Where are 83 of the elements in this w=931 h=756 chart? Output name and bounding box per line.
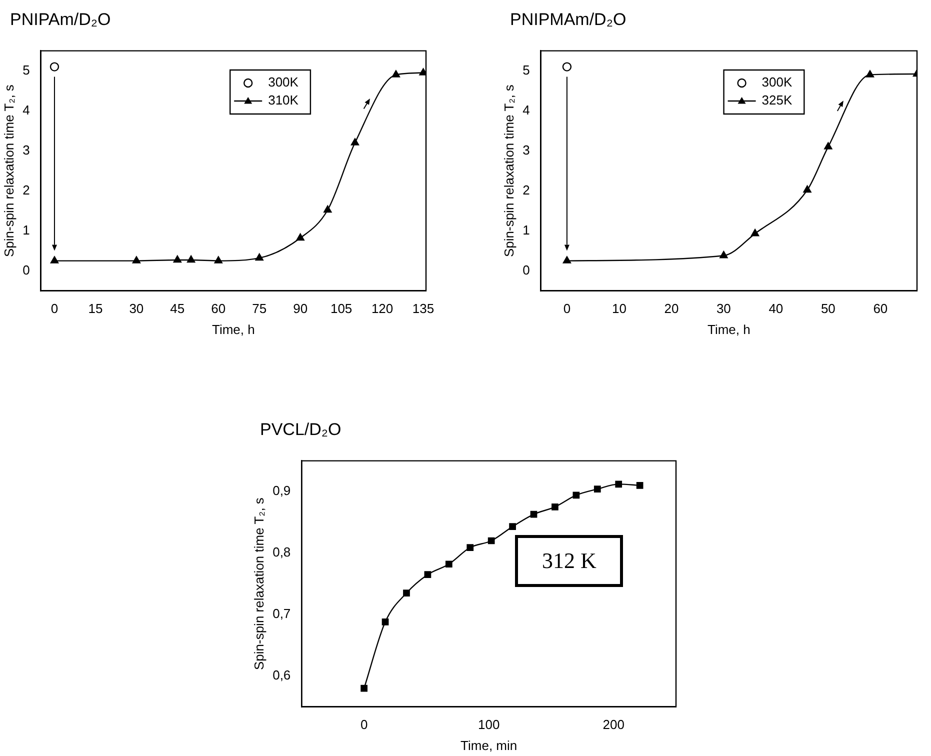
x-tick-label: 100	[478, 717, 500, 732]
y-tick-label: 0,8	[272, 544, 291, 560]
point	[636, 482, 644, 489]
x-tick-label: 135	[412, 301, 434, 316]
chart-title: PVCL/D₂O	[260, 420, 342, 440]
point	[530, 510, 538, 518]
x-tick-label: 30	[129, 301, 144, 316]
point	[509, 523, 516, 530]
point	[552, 503, 558, 510]
x-tick-label: 60	[211, 301, 226, 316]
point	[187, 255, 196, 263]
x-tick-label: 75	[252, 301, 267, 316]
point	[50, 256, 59, 264]
x-axis-title: Time, h	[212, 322, 255, 337]
point	[403, 590, 410, 596]
point	[866, 70, 874, 78]
y-tick-label: 5	[22, 62, 30, 78]
point	[255, 253, 264, 261]
y-axis-title: Spin-spin relaxation time T₂, s	[1, 84, 16, 258]
point	[594, 486, 601, 493]
x-tick-label: 120	[371, 301, 394, 316]
chart-title: PNIPAm/D₂O	[10, 10, 111, 30]
y-axis-title: Spin-spin relaxation time T₂, s	[251, 497, 266, 670]
y-tick-label: 0,6	[272, 668, 291, 683]
y-tick-label: 4	[522, 102, 530, 118]
y-tick-label: 2	[522, 182, 530, 198]
x-axis-title: Time, min	[460, 738, 518, 753]
point	[445, 560, 452, 568]
point	[750, 229, 760, 236]
x-tick-label: 10	[612, 301, 626, 316]
point	[466, 544, 474, 551]
y-tick-label: 1	[522, 222, 530, 238]
point	[562, 256, 572, 264]
y-tick-label: 5	[522, 62, 530, 78]
legend-label: 300K	[268, 74, 299, 90]
y-tick-label: 0	[522, 262, 530, 278]
annotation: 312 K	[515, 534, 624, 587]
x-tick-label: 105	[330, 301, 352, 316]
y-axis-title: Spin-spin relaxation time T₂, s	[501, 84, 516, 258]
y-tick-label: 2	[22, 182, 30, 198]
point	[424, 571, 432, 578]
x-tick-label: 200	[602, 717, 624, 732]
point	[419, 68, 426, 76]
point	[350, 138, 360, 146]
x-axis-title: Time, h	[707, 322, 750, 337]
y-tick-label: 0,9	[272, 483, 291, 498]
legend-label: 310K	[268, 92, 299, 108]
legend-label: 300K	[762, 74, 792, 90]
legend-label: 325K	[762, 92, 792, 108]
point	[720, 251, 728, 258]
point	[488, 537, 495, 544]
y-tick-label: 1	[22, 222, 30, 238]
x-tick-label: 20	[664, 301, 679, 316]
x-tick-label: 60	[873, 301, 888, 316]
chart-title: PNIPMAm/D₂O	[510, 10, 626, 30]
x-tick-label: 45	[170, 301, 185, 316]
y-tick-label: 0,7	[272, 606, 291, 622]
x-tick-label: 15	[88, 301, 103, 316]
point	[296, 233, 304, 241]
x-tick-label: 90	[293, 301, 308, 316]
point	[824, 142, 832, 150]
point	[324, 205, 332, 213]
x-tick-label: 50	[820, 301, 836, 316]
point	[803, 185, 812, 193]
x-tick-label: 0	[563, 301, 571, 316]
point	[615, 480, 622, 488]
point	[562, 62, 572, 72]
x-tick-label: 40	[768, 301, 784, 316]
point	[214, 256, 222, 264]
x-tick-label: 0	[50, 301, 58, 316]
x-tick-label: 0	[360, 717, 368, 732]
point	[392, 70, 400, 78]
y-tick-label: 3	[22, 142, 30, 158]
point	[173, 255, 182, 263]
point	[382, 618, 389, 626]
point	[50, 62, 60, 72]
y-tick-label: 3	[522, 142, 530, 158]
x-tick-label: 30	[716, 301, 731, 316]
point	[572, 492, 580, 499]
y-tick-label: 0	[22, 262, 30, 278]
y-tick-label: 4	[22, 102, 30, 118]
point	[132, 256, 141, 264]
point	[360, 684, 368, 692]
